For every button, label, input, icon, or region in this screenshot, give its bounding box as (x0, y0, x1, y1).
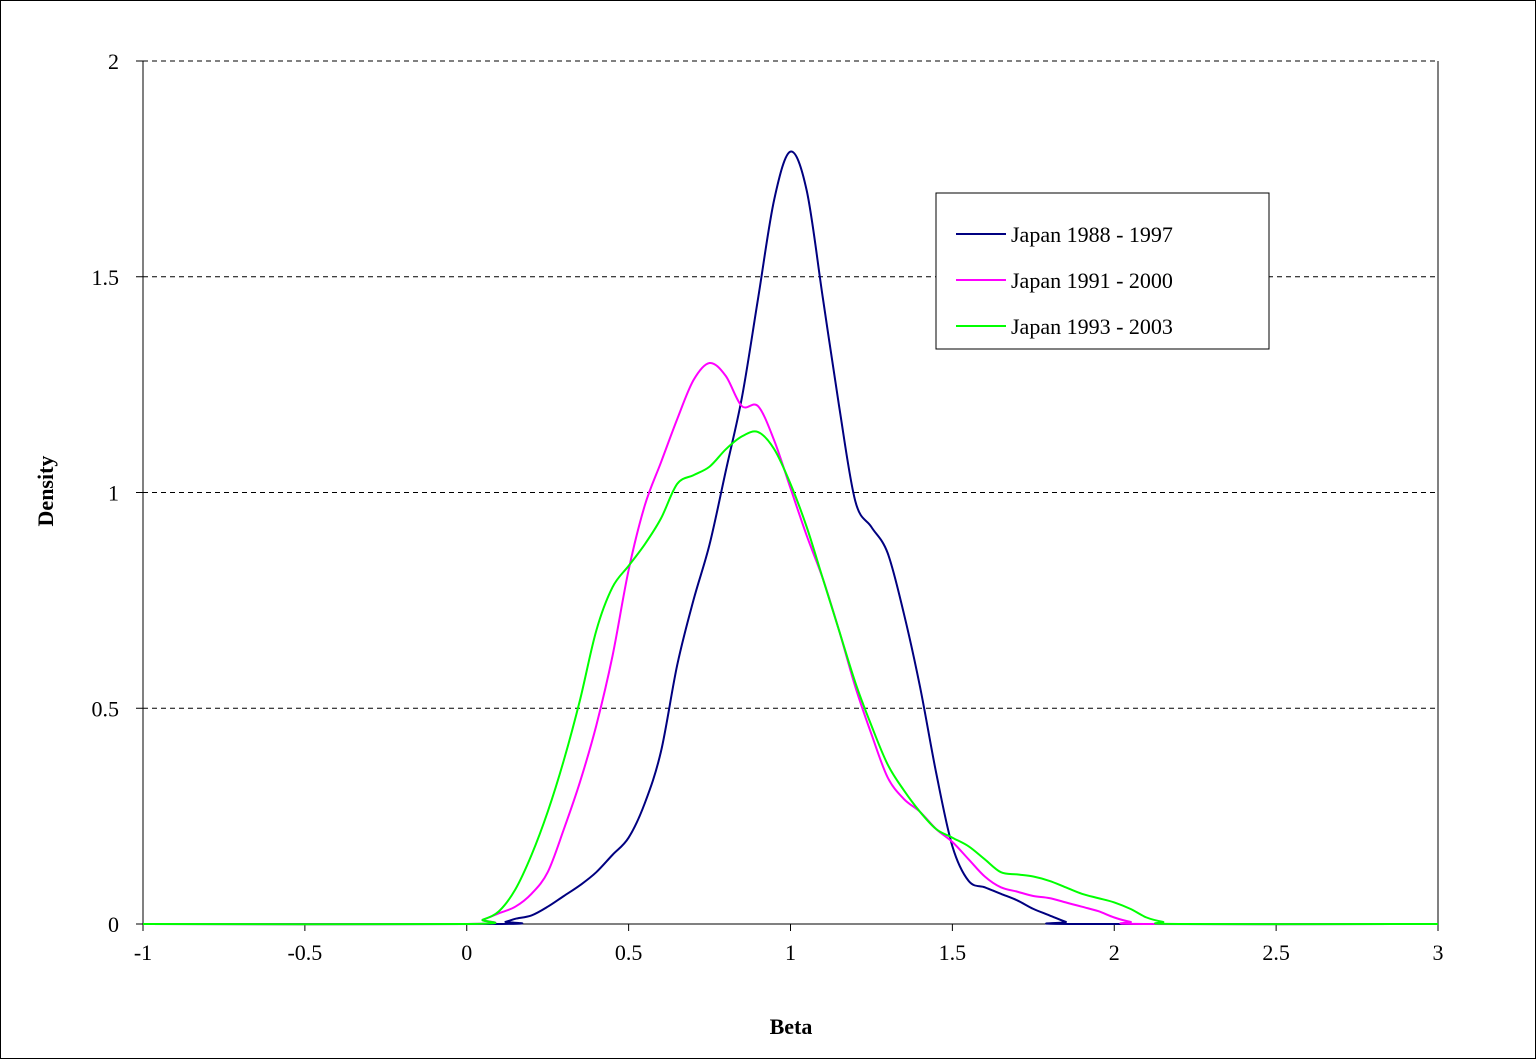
axes (136, 60, 1439, 931)
legend-label-0: Japan 1988 - 1997 (1011, 222, 1173, 247)
y-tick-label-2: 1 (108, 481, 119, 506)
legend-box (935, 192, 1270, 350)
y-tick-label-4: 2 (108, 49, 119, 74)
x-tick-label-8: 3 (1433, 940, 1444, 965)
legend-items: Japan 1988 - 1997 Japan 1991 - 2000 Japan … (956, 222, 1173, 339)
x-tick-label-6: 2 (1109, 940, 1120, 965)
y-tick-labels: 0 0.5 1 1.5 2 (92, 49, 120, 937)
legend-label-1: Japan 1991 - 2000 (1011, 268, 1173, 293)
x-tick-label-1: -0.5 (287, 940, 322, 965)
y-tick-label-0: 0 (108, 912, 119, 937)
series-line-1 (142, 361, 1439, 926)
y-axis-title: Density (33, 456, 58, 527)
x-tick-label-7: 2.5 (1262, 940, 1290, 965)
x-tick-label-3: 0.5 (615, 940, 643, 965)
series-line-2 (142, 430, 1439, 926)
x-axis-title: Beta (770, 1014, 813, 1039)
series-line-0 (142, 150, 1439, 926)
x-tick-label-4: 1 (785, 940, 796, 965)
x-tick-label-2: 0 (461, 940, 472, 965)
gridlines (143, 60, 1438, 709)
legend-label-2: Japan 1993 - 2003 (1011, 314, 1173, 339)
y-tick-label-3: 1.5 (92, 265, 120, 290)
x-tick-labels: -1 -0.5 0 0.5 1 1.5 2 2.5 3 (134, 940, 1444, 965)
legend: Japan 1988 - 1997 Japan 1991 - 2000 Japan … (935, 192, 1270, 350)
series-lines (142, 150, 1439, 926)
y-tick-label-1: 0.5 (92, 696, 120, 721)
x-tick-label-5: 1.5 (939, 940, 967, 965)
x-tick-label-0: -1 (134, 940, 152, 965)
